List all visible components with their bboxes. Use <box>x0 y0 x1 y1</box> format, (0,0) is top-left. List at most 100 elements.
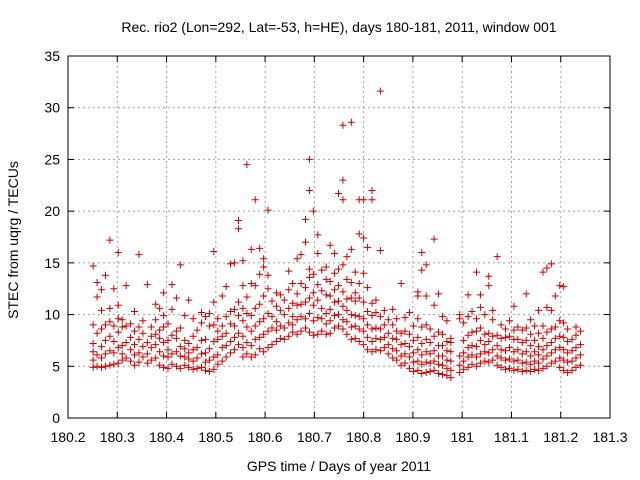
data-point <box>160 312 168 320</box>
data-point <box>560 319 568 327</box>
data-point <box>485 358 493 366</box>
data-point <box>218 322 226 330</box>
data-point <box>201 358 209 366</box>
data-point <box>331 324 339 332</box>
data-point <box>543 303 551 311</box>
x-tick-label: 180.6 <box>248 429 283 445</box>
data-point <box>435 328 443 336</box>
data-point <box>426 359 434 367</box>
data-point <box>210 337 218 345</box>
data-point <box>256 345 264 353</box>
data-point <box>514 346 522 354</box>
data-point <box>106 304 114 312</box>
data-point <box>560 366 568 374</box>
data-point <box>198 336 206 344</box>
data-point <box>418 351 426 359</box>
data-point <box>493 331 501 339</box>
data-point <box>522 348 530 356</box>
data-point <box>305 155 313 163</box>
data-point <box>106 332 114 340</box>
data-point <box>393 347 401 355</box>
data-point <box>285 332 293 340</box>
data-point <box>360 269 368 277</box>
data-point <box>198 363 206 371</box>
data-point <box>347 311 355 319</box>
data-point <box>393 356 401 364</box>
data-point <box>205 322 213 330</box>
data-point <box>172 362 180 370</box>
data-point <box>572 354 580 362</box>
data-point <box>131 351 139 359</box>
data-point <box>343 253 351 261</box>
data-point <box>364 321 372 329</box>
data-point <box>456 361 464 369</box>
data-point <box>368 186 376 194</box>
data-point <box>118 342 126 350</box>
data-point <box>522 358 530 366</box>
data-point <box>314 330 322 338</box>
data-point <box>539 364 547 372</box>
data-point <box>89 321 97 329</box>
data-point <box>347 245 355 253</box>
data-point <box>309 317 317 325</box>
data-point <box>98 286 106 294</box>
data-point <box>485 349 493 357</box>
data-point <box>551 292 559 300</box>
data-point <box>527 352 535 360</box>
data-point <box>426 367 434 375</box>
data-point <box>443 356 451 364</box>
data-point <box>276 334 284 342</box>
data-point <box>481 330 489 338</box>
data-point <box>418 249 426 257</box>
data-point <box>185 296 193 304</box>
data-point <box>430 357 438 365</box>
data-point <box>397 280 405 288</box>
data-point <box>234 225 242 233</box>
data-point <box>222 283 230 291</box>
data-point <box>114 344 122 352</box>
data-point <box>351 268 359 276</box>
data-point <box>276 306 284 314</box>
x-tick-label: 181.3 <box>592 429 627 445</box>
data-point <box>110 285 118 293</box>
data-point <box>481 348 489 356</box>
data-point <box>264 206 272 214</box>
data-point <box>456 352 464 360</box>
data-point <box>372 334 380 342</box>
data-point <box>556 317 564 325</box>
data-point <box>243 338 251 346</box>
data-point <box>314 314 322 322</box>
data-point <box>331 250 339 258</box>
data-point <box>147 356 155 364</box>
data-point <box>260 348 268 356</box>
data-point <box>176 352 184 360</box>
data-point <box>551 346 559 354</box>
data-point <box>485 329 493 337</box>
data-point <box>210 298 218 306</box>
data-point <box>564 358 572 366</box>
data-point <box>468 351 476 359</box>
data-point <box>384 341 392 349</box>
data-point <box>110 322 118 330</box>
data-point <box>472 343 480 351</box>
data-point <box>564 325 572 333</box>
data-point <box>347 323 355 331</box>
data-point <box>156 361 164 369</box>
data-point <box>514 335 522 343</box>
data-point <box>493 342 501 350</box>
data-point <box>401 359 409 367</box>
data-point <box>485 282 493 290</box>
data-point <box>343 295 351 303</box>
data-point <box>422 321 430 329</box>
data-point <box>355 280 363 288</box>
data-point <box>89 262 97 270</box>
data-point <box>314 231 322 239</box>
data-point <box>502 356 510 364</box>
data-point <box>309 301 317 309</box>
data-point <box>376 87 384 95</box>
data-point <box>460 336 468 344</box>
data-point <box>181 361 189 369</box>
plot-frame <box>67 55 611 419</box>
data-point <box>122 282 130 290</box>
data-point <box>468 307 476 315</box>
